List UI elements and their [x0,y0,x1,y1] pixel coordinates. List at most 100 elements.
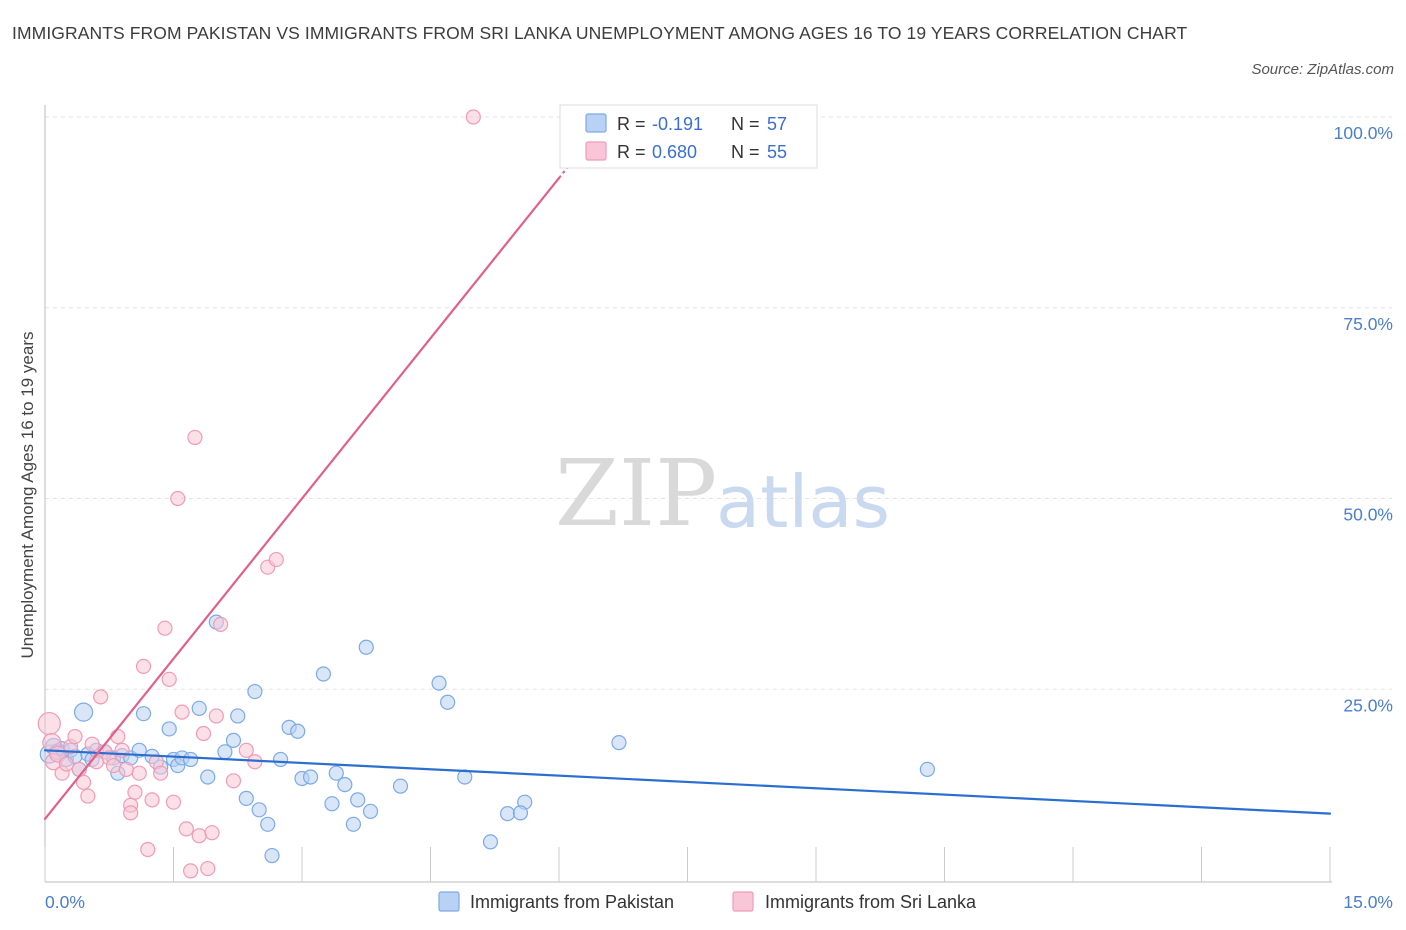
srilanka-point [140,841,156,858]
srilanka-point [178,821,194,837]
watermark: ZIP atlas [555,440,890,547]
pakistan-point [440,694,456,710]
srilanka-point [127,784,143,800]
srilanka-point [183,863,199,879]
y-tick-label: 75.0% [1343,314,1393,334]
srilanka-point [67,728,83,745]
trend-lines [43,161,1332,821]
legend-r-value-1: -0.191 [652,114,703,134]
srilanka-point [268,551,284,568]
legend-r-label-1: R = [617,114,646,134]
pakistan-point [431,675,447,691]
srilanka-point [187,429,203,446]
srilanka-point [213,616,229,632]
srilanka-trend-line [43,176,561,821]
pakistan-point [512,805,529,821]
pakistan-point [135,706,152,722]
legend-n-value-1: 57 [767,114,787,134]
pakistan-point [500,806,516,822]
srilanka-point [135,658,152,674]
pakistan-trend-line [43,749,1332,815]
series-srilanka-points [37,109,481,879]
srilanka-point [144,792,160,808]
pakistan-point [191,700,207,716]
legend-r-value-2: 0.680 [652,142,697,162]
bottom-legend-swatch-pakistan [438,891,460,912]
pakistan-point [362,803,379,819]
pakistan-point [264,847,280,864]
pakistan-point [315,666,332,682]
pakistan-point [225,732,242,748]
series-pakistan-points [39,614,935,864]
y-axis-label: Unemployment Among Ages 16 to 19 years [18,332,37,659]
axes [44,105,1332,883]
pakistan-point [302,769,319,785]
srilanka-point [93,689,109,705]
srilanka-point [118,761,134,777]
bottom-legend-label-pakistan: Immigrants from Pakistan [470,892,674,912]
bottom-legend-swatch-srilanka [732,891,754,912]
srilanka-point [75,774,92,790]
pakistan-point [161,721,177,737]
legend-r-label-2: R = [617,142,646,162]
source-label: Source: ZipAtlas.com [1251,61,1394,78]
srilanka-point [131,765,147,781]
pakistan-point [200,769,216,785]
pakistan-point [345,816,361,832]
pakistan-point [337,777,353,793]
y-tick-label: 100.0% [1334,123,1393,143]
pakistan-point [328,765,344,781]
srilanka-point [195,725,212,742]
pakistan-point [247,683,263,700]
y-tick-label: 50.0% [1343,505,1393,525]
srilanka-point [157,620,173,636]
srilanka-point [238,742,254,758]
srilanka-point [84,736,100,752]
watermark-atlas: atlas [716,460,890,544]
srilanka-point [105,757,122,774]
x-tick-label: 15.0% [1343,892,1393,912]
y-tick-label: 25.0% [1343,695,1393,715]
srilanka-point [204,825,220,841]
pakistan-point [392,778,409,794]
pakistan-point [251,802,267,818]
x-tick-labels: 0.0% 15.0% [45,892,1393,912]
pakistan-point [272,751,289,768]
legend-swatch-pakistan [585,113,607,133]
srilanka-point [153,765,169,781]
pakistan-point [919,761,935,777]
srilanka-point [465,109,481,125]
srilanka-point [208,708,224,724]
srilanka-point [165,794,182,810]
pakistan-point [290,723,306,739]
pakistan-point [183,751,199,768]
pakistan-point [611,735,627,751]
srilanka-point [170,490,186,507]
srilanka-point [80,788,96,804]
srilanka-point [161,671,177,687]
srilanka-point [225,773,242,789]
series-legend: Immigrants from Pakistan Immigrants from… [438,891,977,912]
x-tick-label: 0.0% [45,892,85,912]
pakistan-point [350,792,366,808]
pakistan-point [73,702,94,722]
pakistan-point [260,816,276,832]
pakistan-point [230,708,246,724]
srilanka-point [123,805,139,821]
srilanka-point [110,728,126,745]
srilanka-point [37,711,61,736]
srilanka-point [200,860,216,877]
pakistan-point [324,796,340,812]
watermark-zip: ZIP [555,440,717,547]
legend-n-label-1: N = [731,114,760,134]
srilanka-point [174,704,190,720]
bottom-legend-label-srilanka: Immigrants from Sri Lanka [765,892,977,912]
pakistan-point [358,639,374,655]
srilanka-point [58,756,75,772]
srilanka-point [191,828,207,844]
grid-lines [45,116,1392,690]
legend-n-value-2: 55 [767,142,787,162]
stats-legend: R = -0.191 N = 57 R = 0.680 N = 55 [559,104,818,169]
legend-n-label-2: N = [731,142,760,162]
